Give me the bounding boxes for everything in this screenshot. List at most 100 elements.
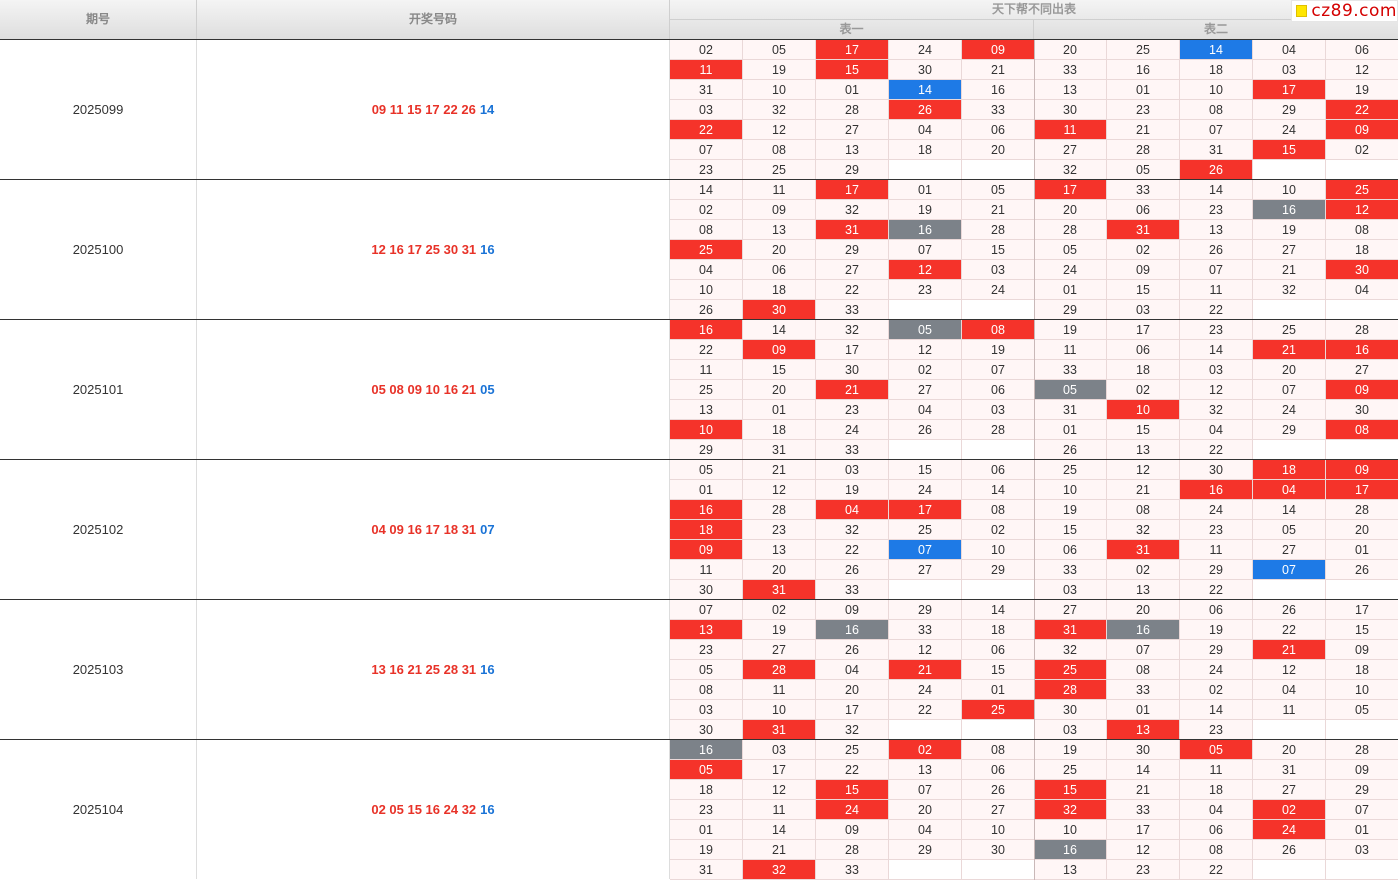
table1-cell: 16 [816,620,889,640]
table2-cell: 07 [1326,800,1398,820]
table2-cell: 30 [1107,740,1180,760]
table2-cell: 16 [1326,340,1398,360]
table1-cell: 33 [816,300,889,320]
table2-cell: 09 [1326,380,1398,400]
table2-cell: 28 [1326,500,1398,520]
table1-cell: 29 [670,440,743,460]
table1-cell: 20 [889,800,962,820]
table1-cell: 22 [670,340,743,360]
period-id: 2025104 [0,740,197,879]
table1-cell: 26 [816,560,889,580]
table2-cell: 18 [1326,240,1398,260]
table2-cell: 20 [1253,740,1326,760]
table1-cell: 08 [962,320,1035,340]
table1-cell: 08 [743,140,816,160]
table2-cell: 05 [1326,700,1398,720]
table2-cell: 18 [1253,460,1326,480]
table1-cell: 10 [670,420,743,440]
table2-cell: 17 [1253,80,1326,100]
table2-cell: 01 [1034,280,1107,300]
table1-cell: 01 [889,180,962,200]
table1-cell: 26 [670,300,743,320]
table2-cell: 05 [1253,520,1326,540]
table2-cell: 19 [1253,220,1326,240]
table2-cell: 26 [1253,600,1326,620]
table1-cell: 24 [816,420,889,440]
blue-ball: 05 [480,382,495,397]
table-divider [1034,740,1035,880]
table1-cell: 31 [743,580,816,600]
table2-cell: 28 [1034,220,1107,240]
table1-cell: 24 [889,680,962,700]
table1-cell: 30 [743,300,816,320]
table1-cell: 12 [743,120,816,140]
table1-cell: 29 [889,840,962,860]
column-header-draw-numbers: 开奖号码 [197,0,670,39]
table2-cell: 32 [1180,400,1253,420]
table1-cell: 04 [889,120,962,140]
table2-cell: 08 [1180,840,1253,860]
table2-cell: 04 [1180,420,1253,440]
table2-cell: 16 [1180,480,1253,500]
table2-cell: 13 [1107,440,1180,460]
table-divider [1034,600,1035,740]
table2-cell: 03 [1034,580,1107,600]
table1-cell: 07 [889,780,962,800]
table1-cell: 02 [962,520,1035,540]
table1-cell: 33 [889,620,962,640]
table1-cell: 12 [743,780,816,800]
site-logo[interactable]: cz89.com [1291,0,1398,22]
red-balls: 13 16 21 25 28 31 [371,662,477,677]
table2-cell: 31 [1034,620,1107,640]
table2-cell: 26 [1180,240,1253,260]
table1-cell: 23 [743,520,816,540]
table1-cell: 25 [743,160,816,180]
table2-cell: 01 [1107,80,1180,100]
table2-cell: 29 [1034,300,1107,320]
table1-cell: 05 [743,40,816,60]
table1-cell: 24 [816,800,889,820]
table-row: 2025102 04 09 16 17 18 31 07 05 21 03 15 06 01 12… [0,459,1398,600]
table1-cell: 07 [889,240,962,260]
table2-cell: 04 [1253,480,1326,500]
table2-cell [1326,440,1398,460]
table1-cell: 16 [962,80,1035,100]
table2-cell: 01 [1034,420,1107,440]
draw-numbers: 12 16 17 25 30 31 16 [197,180,670,319]
table1-cell: 14 [889,80,962,100]
table2-cell: 24 [1253,820,1326,840]
table2-cell: 23 [1180,320,1253,340]
table2-cell: 10 [1107,400,1180,420]
draw-numbers: 13 16 21 25 28 31 16 [197,600,670,739]
table1-cell: 04 [670,260,743,280]
table2-cell: 01 [1107,700,1180,720]
table2-cell: 19 [1034,500,1107,520]
red-balls: 04 09 16 17 18 31 [371,522,477,537]
table1-cell: 10 [743,80,816,100]
table1-cell: 04 [889,820,962,840]
table2-cell: 02 [1180,680,1253,700]
table1-cell: 28 [962,420,1035,440]
table1-cell: 15 [816,780,889,800]
table1-cell: 07 [889,540,962,560]
table2-cell: 03 [1326,840,1398,860]
draw-numbers: 02 05 15 16 24 32 16 [197,740,670,879]
table1-cell: 14 [743,820,816,840]
table2-cell: 03 [1107,300,1180,320]
table1-cell: 01 [743,400,816,420]
table1-cell: 07 [670,600,743,620]
table2-cell: 07 [1253,380,1326,400]
table2-cell: 17 [1326,600,1398,620]
blue-ball: 16 [480,662,495,677]
table1-cell: 17 [816,340,889,360]
table1-cell: 05 [889,320,962,340]
table1-cell: 02 [889,740,962,760]
table1-cell: 13 [889,760,962,780]
table2-cell: 32 [1253,280,1326,300]
table-divider [1034,460,1035,600]
table1-cell: 27 [962,800,1035,820]
table1-cell: 12 [889,640,962,660]
table1-cell: 17 [743,760,816,780]
table2-cell: 08 [1326,220,1398,240]
table1-cell: 14 [670,180,743,200]
